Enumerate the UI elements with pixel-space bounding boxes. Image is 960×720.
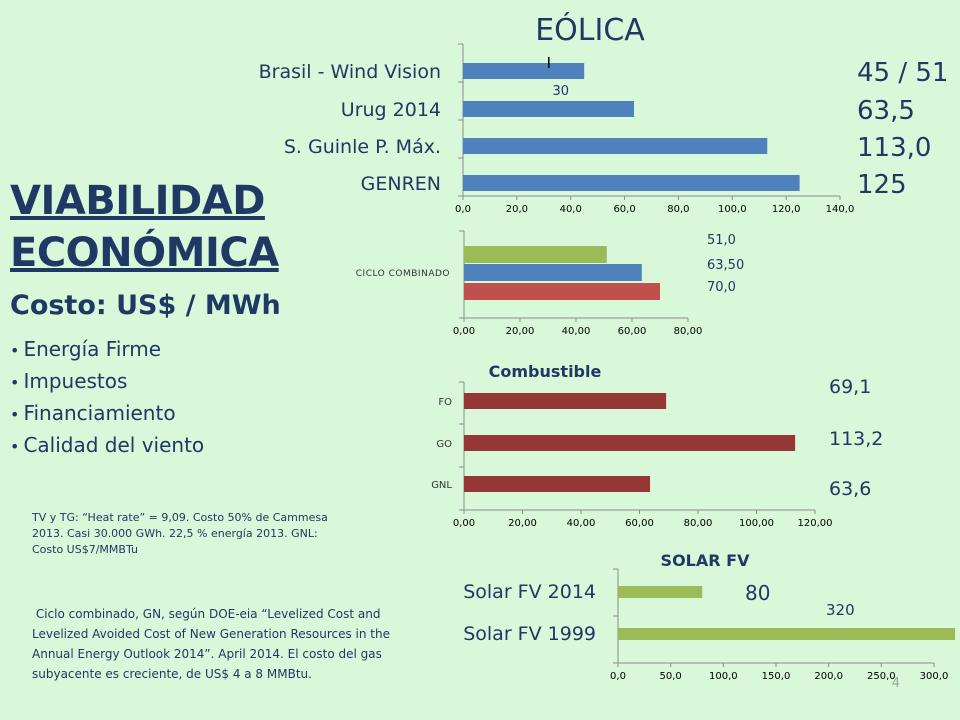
chart-title: SOLAR FV <box>661 551 751 570</box>
x-tick-label: 100,00 <box>739 518 774 529</box>
bar <box>464 264 642 281</box>
x-tick-label: 100,0 <box>718 204 747 215</box>
data-label: 63,50 <box>707 258 744 273</box>
x-tick-label: 0,00 <box>453 326 475 337</box>
x-tick-label: 80,00 <box>674 326 703 337</box>
x-tick-label: 60,00 <box>618 326 647 337</box>
data-label: 70,0 <box>707 280 736 295</box>
category-label: FO <box>438 397 452 408</box>
x-tick-label: 40,00 <box>562 326 591 337</box>
category-label: GO <box>436 439 452 450</box>
category-label: S. Guinle P. Máx. <box>284 136 441 158</box>
chart-title: EÓLICA <box>535 11 645 48</box>
bar <box>464 283 660 300</box>
bar <box>464 393 667 409</box>
bar <box>463 138 768 154</box>
x-tick-label: 20,00 <box>506 326 535 337</box>
x-tick-label: 0,0 <box>610 671 626 682</box>
data-label: 113,0 <box>857 133 931 163</box>
bar <box>463 63 585 79</box>
chart-title: Combustible <box>489 362 602 381</box>
bullet-item: Impuestos <box>10 366 204 398</box>
data-label: 51,0 <box>707 233 736 248</box>
bar <box>463 101 634 117</box>
bullet-item: Energía Firme <box>10 334 204 366</box>
category-label: Urug 2014 <box>341 99 441 121</box>
category-label: GENREN <box>361 173 441 195</box>
category-label: GNL <box>431 480 452 491</box>
category-label: CICLO COMBINADO <box>356 269 450 279</box>
data-label: 320 <box>826 601 855 619</box>
x-tick-label: 140,0 <box>826 204 855 215</box>
bar <box>618 586 703 598</box>
x-tick-label: 0,0 <box>455 204 471 215</box>
slide-title-line1: VIABILIDAD <box>10 178 265 224</box>
footnote-combined-cycle-prefix: Ciclo combinado <box>35 607 136 621</box>
x-tick-label: 250,0 <box>867 671 896 682</box>
x-tick-label: 60,00 <box>625 518 654 529</box>
data-label: 80 <box>745 581 770 605</box>
x-tick-label: 20,00 <box>508 518 537 529</box>
page-number: 4 <box>891 676 900 691</box>
x-tick-label: 60,0 <box>613 204 635 215</box>
slide-subtitle: Costo: US$ / MWh <box>10 290 281 321</box>
x-tick-label: 80,0 <box>667 204 689 215</box>
x-tick-label: 20,0 <box>506 204 528 215</box>
data-label: 113,2 <box>829 428 883 450</box>
data-label: 63,6 <box>829 478 871 500</box>
slide-title-line2: ECONÓMICA <box>10 230 279 276</box>
footnote-heat-rate: TV y TG: “Heat rate” = 9,09. Costo 50% d… <box>32 511 328 556</box>
bullet-item: Financiamiento <box>10 398 204 430</box>
x-tick-label: 120,00 <box>798 518 833 529</box>
bullet-list: Energía Firme Impuestos Financiamiento C… <box>10 334 204 462</box>
annotation-label: 30 <box>553 84 570 99</box>
x-tick-label: 40,0 <box>560 204 582 215</box>
x-tick-label: 80,00 <box>684 518 713 529</box>
x-tick-label: 100,0 <box>709 671 738 682</box>
category-label: Solar FV 1999 <box>463 623 596 645</box>
footnote-combined-cycle: Ciclo combinado, GN, según DOE-eia “Leve… <box>32 604 432 684</box>
category-label: Solar FV 2014 <box>463 581 596 603</box>
footnote-combined-cycle-text: , GN, según DOE-eia “Levelized Cost and … <box>32 607 391 681</box>
data-label: 125 <box>857 170 907 200</box>
bar <box>618 628 956 640</box>
data-label: 63,5 <box>857 96 915 126</box>
x-tick-label: 120,0 <box>772 204 801 215</box>
category-label: Brasil - Wind Vision <box>259 61 441 83</box>
data-label: 69,1 <box>829 376 871 398</box>
x-tick-label: 40,00 <box>567 518 596 529</box>
bar <box>464 476 651 492</box>
bar <box>464 435 796 451</box>
x-tick-label: 300,0 <box>920 671 949 682</box>
x-tick-label: 50,0 <box>660 671 682 682</box>
x-tick-label: 0,00 <box>453 518 475 529</box>
bullet-item: Calidad del viento <box>10 430 204 462</box>
bar <box>464 246 607 263</box>
x-tick-label: 150,0 <box>762 671 791 682</box>
bar <box>463 175 800 191</box>
x-tick-label: 200,0 <box>814 671 843 682</box>
data-label: 45 / 51 <box>857 58 948 88</box>
